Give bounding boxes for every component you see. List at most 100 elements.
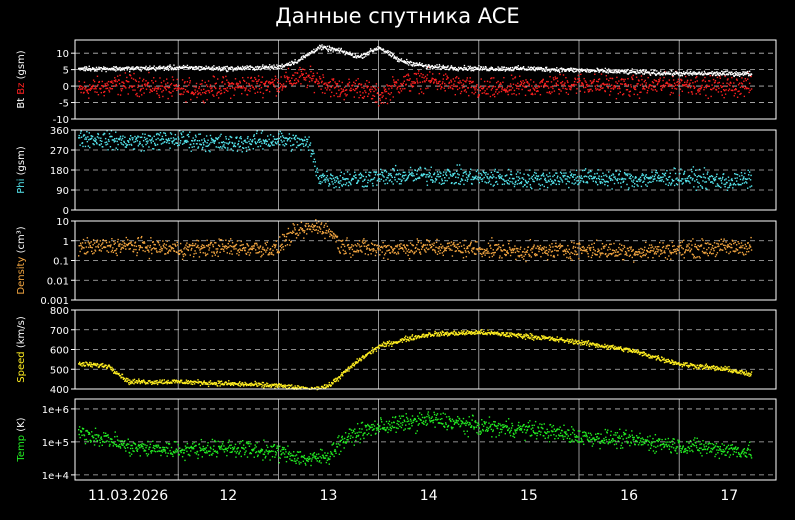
data-point bbox=[734, 92, 736, 95]
data-point bbox=[152, 67, 154, 70]
data-point bbox=[605, 83, 607, 86]
data-point bbox=[739, 86, 742, 89]
data-point bbox=[640, 185, 643, 188]
data-point bbox=[386, 52, 389, 54]
data-point bbox=[332, 49, 335, 51]
data-point bbox=[280, 249, 282, 251]
data-point bbox=[526, 182, 529, 184]
data-point bbox=[521, 177, 524, 179]
data-point bbox=[130, 143, 132, 146]
data-point bbox=[324, 178, 326, 180]
data-point bbox=[445, 171, 447, 173]
data-point bbox=[568, 186, 570, 189]
data-point bbox=[684, 73, 686, 76]
data-point bbox=[515, 67, 517, 69]
data-point bbox=[94, 250, 97, 252]
data-point bbox=[418, 168, 420, 170]
data-point bbox=[328, 48, 330, 50]
panel-frame bbox=[74, 129, 777, 211]
data-point bbox=[507, 91, 509, 93]
data-point bbox=[218, 245, 221, 247]
data-point bbox=[127, 93, 129, 95]
data-point bbox=[658, 72, 661, 74]
data-point bbox=[262, 96, 264, 99]
data-point bbox=[401, 247, 404, 249]
data-point bbox=[734, 74, 736, 76]
data-point bbox=[216, 67, 218, 70]
data-point bbox=[668, 84, 670, 86]
data-point bbox=[340, 92, 342, 94]
data-point bbox=[612, 71, 615, 74]
data-point bbox=[94, 69, 96, 71]
data-point bbox=[739, 183, 741, 186]
data-point bbox=[706, 73, 709, 76]
data-point bbox=[305, 143, 307, 145]
data-point bbox=[233, 246, 236, 248]
data-point bbox=[631, 185, 633, 187]
data-point bbox=[458, 87, 461, 89]
data-point bbox=[573, 71, 575, 73]
data-point bbox=[135, 138, 137, 141]
data-point bbox=[565, 91, 568, 94]
data-point bbox=[329, 183, 331, 186]
data-point bbox=[266, 66, 268, 68]
data-point bbox=[270, 65, 272, 68]
data-point bbox=[408, 62, 411, 64]
data-point bbox=[331, 231, 333, 233]
data-point bbox=[589, 175, 591, 177]
data-point bbox=[105, 141, 108, 143]
data-point bbox=[409, 251, 411, 253]
data-point bbox=[745, 86, 747, 88]
data-point bbox=[368, 244, 370, 246]
data-point bbox=[347, 178, 349, 180]
data-point bbox=[713, 178, 715, 181]
data-point bbox=[399, 178, 401, 181]
data-point bbox=[591, 81, 593, 84]
data-point bbox=[97, 246, 100, 249]
data-point bbox=[578, 175, 581, 178]
data-point bbox=[225, 239, 227, 242]
data-point bbox=[608, 94, 611, 96]
data-point bbox=[168, 66, 171, 68]
data-point bbox=[80, 68, 83, 71]
data-point bbox=[681, 74, 684, 77]
data-point bbox=[326, 232, 328, 234]
data-point bbox=[151, 90, 153, 93]
data-point bbox=[731, 178, 733, 180]
data-point bbox=[135, 248, 137, 251]
data-point bbox=[364, 83, 367, 85]
data-point bbox=[421, 62, 423, 65]
data-point bbox=[306, 228, 309, 230]
data-point bbox=[420, 64, 423, 66]
data-point bbox=[214, 140, 216, 143]
data-point bbox=[277, 81, 279, 84]
data-point bbox=[307, 146, 309, 148]
data-point bbox=[198, 247, 200, 249]
data-point bbox=[617, 182, 620, 184]
data-point bbox=[210, 141, 212, 144]
data-point bbox=[95, 68, 97, 70]
data-point bbox=[368, 81, 370, 84]
data-point bbox=[326, 89, 328, 91]
data-point bbox=[374, 254, 377, 257]
data-point bbox=[148, 135, 151, 137]
data-point bbox=[459, 67, 461, 70]
data-point bbox=[472, 67, 474, 70]
data-point bbox=[345, 52, 347, 55]
data-point bbox=[204, 254, 207, 257]
data-point bbox=[609, 90, 612, 93]
data-point bbox=[748, 82, 751, 85]
data-point bbox=[642, 88, 644, 90]
data-point bbox=[247, 251, 249, 254]
data-point bbox=[547, 87, 550, 89]
data-point bbox=[735, 73, 738, 75]
data-point bbox=[551, 182, 554, 184]
data-point bbox=[680, 74, 682, 76]
data-point bbox=[249, 65, 252, 67]
data-point bbox=[449, 87, 452, 89]
data-point bbox=[243, 87, 245, 89]
data-point bbox=[443, 74, 445, 76]
data-point bbox=[147, 245, 149, 247]
data-point bbox=[492, 68, 494, 71]
data-point bbox=[181, 88, 183, 90]
